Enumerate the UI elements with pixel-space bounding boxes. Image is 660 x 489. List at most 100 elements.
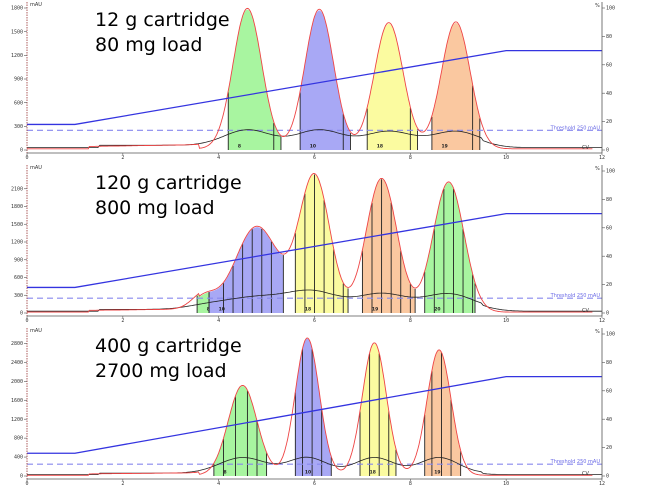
- fraction-label: 8: [238, 144, 241, 150]
- y-tick-label: 1500: [11, 222, 23, 228]
- x-axis-label: CV: [582, 145, 589, 151]
- y-tick-label: 600: [14, 100, 23, 106]
- secondary-trace: [27, 129, 602, 148]
- fraction-label: 19: [372, 307, 378, 313]
- x-tick-label: 2: [121, 318, 124, 324]
- y2-tick-label: 60: [606, 62, 612, 68]
- y-axis-label: mAU: [30, 328, 42, 334]
- y2-tick-label: 60: [606, 388, 612, 394]
- x-tick-label: 8: [409, 481, 412, 487]
- fraction-label: 20: [434, 307, 440, 313]
- threshold-label: Threshold 250 mAU: [550, 459, 601, 465]
- chromatogram-panel: 8 10 18 19 Threshold 250 mAU mAU% CV 0 300 600 900…: [0, 0, 660, 163]
- x-axis-label: CV: [582, 308, 589, 314]
- y2-tick-label: 0: [606, 311, 609, 317]
- x-tick-label: 8: [409, 155, 412, 161]
- y-tick-label: 800: [14, 436, 23, 442]
- fraction-fill: [295, 174, 349, 313]
- y2-tick-label: 100: [606, 6, 615, 12]
- y2-tick-label: 100: [606, 169, 615, 175]
- y-tick-label: 300: [14, 293, 23, 299]
- gradient-line: [27, 375, 602, 454]
- x-tick-label: 4: [217, 155, 220, 161]
- y-tick-label: 0: [20, 148, 23, 154]
- y-tick-label: 2000: [11, 379, 23, 385]
- x-tick-label: 6: [313, 318, 316, 324]
- y-tick-label: 1800: [11, 204, 23, 210]
- x-tick-label: 2: [121, 481, 124, 487]
- fraction-fill: [431, 23, 480, 150]
- fraction-label: 10: [219, 307, 225, 313]
- y-tick-label: 400: [14, 455, 23, 461]
- y2-tick-label: 40: [606, 417, 612, 423]
- secondary-trace: [27, 289, 602, 312]
- y-tick-label: 1200: [11, 53, 23, 59]
- x-tick-label: 6: [313, 155, 316, 161]
- fraction-label: 19: [441, 144, 447, 150]
- y2-tick-label: 0: [606, 148, 609, 154]
- fraction-label: 8: [223, 470, 226, 476]
- sample-load-label: 800 mg load: [95, 197, 215, 219]
- y-axis-label: mAU: [30, 2, 42, 8]
- y2-tick-label: 80: [606, 197, 612, 203]
- y-tick-label: 1600: [11, 398, 23, 404]
- y2-tick-label: 40: [606, 91, 612, 97]
- chromatogram-panel: 8 10 18 19 Threshold 250 mAU mAU% CV 0 400 800 120…: [0, 326, 660, 489]
- y-tick-label: 1800: [11, 6, 23, 12]
- y2-tick-label: 20: [606, 119, 612, 125]
- cartridge-size-label: 12 g cartridge: [95, 9, 230, 31]
- fraction-fill: [362, 179, 416, 313]
- threshold-label: Threshold 250 mAU: [550, 125, 601, 131]
- y2-tick-label: 40: [606, 254, 612, 260]
- y-tick-label: 2100: [11, 186, 23, 192]
- uv-trace: [27, 173, 593, 313]
- y2-tick-label: 80: [606, 360, 612, 366]
- fraction-label: 18: [305, 307, 311, 313]
- cartridge-size-label: 120 g cartridge: [95, 172, 242, 194]
- y-tick-label: 1200: [11, 417, 23, 423]
- y-tick-label: 1500: [11, 29, 23, 35]
- chromatogram-panel: 8 10 18 19 20 Threshold 250 mAU mAU% CV 0 300 600 9…: [0, 163, 660, 326]
- threshold-label: Threshold 250 mAU: [550, 293, 601, 299]
- fraction-fill: [367, 23, 418, 150]
- fraction-fill: [295, 338, 332, 476]
- y2-axis-label: %: [595, 3, 600, 9]
- y2-axis-label: %: [595, 166, 600, 172]
- x-tick-label: 4: [217, 481, 220, 487]
- y2-axis-label: %: [595, 329, 600, 335]
- x-tick-label: 10: [503, 481, 509, 487]
- cartridge-size-label: 400 g cartridge: [95, 335, 242, 357]
- y2-tick-label: 20: [606, 445, 612, 451]
- sample-load-label: 80 mg load: [95, 34, 203, 56]
- fraction-label: 10: [310, 144, 316, 150]
- y-tick-label: 300: [14, 124, 23, 130]
- y2-tick-label: 0: [606, 474, 609, 480]
- sample-load-label: 2700 mg load: [95, 360, 227, 382]
- y2-tick-label: 60: [606, 225, 612, 231]
- y-tick-label: 0: [20, 474, 23, 480]
- x-tick-label: 12: [599, 155, 605, 161]
- x-tick-label: 10: [503, 318, 509, 324]
- fraction-label: 19: [434, 470, 440, 476]
- y-tick-label: 1200: [11, 240, 23, 246]
- fraction-fill: [197, 292, 210, 313]
- x-tick-label: 0: [25, 155, 28, 161]
- y-tick-label: 600: [14, 275, 23, 281]
- x-tick-label: 12: [599, 318, 605, 324]
- x-tick-label: 6: [313, 481, 316, 487]
- fraction-fill: [300, 10, 351, 151]
- fraction-fill: [424, 350, 461, 476]
- panel-caption: 12 g cartridge 80 mg load: [95, 8, 230, 58]
- fraction-label: 18: [370, 470, 376, 476]
- fraction-fill: [360, 343, 396, 476]
- fraction-label: 8: [207, 307, 210, 313]
- y2-tick-label: 20: [606, 282, 612, 288]
- x-axis-label: CV: [582, 471, 589, 477]
- y2-tick-label: 100: [606, 332, 615, 338]
- y-tick-label: 2800: [11, 341, 23, 347]
- y2-tick-label: 80: [606, 34, 612, 40]
- fraction-label: 10: [305, 470, 311, 476]
